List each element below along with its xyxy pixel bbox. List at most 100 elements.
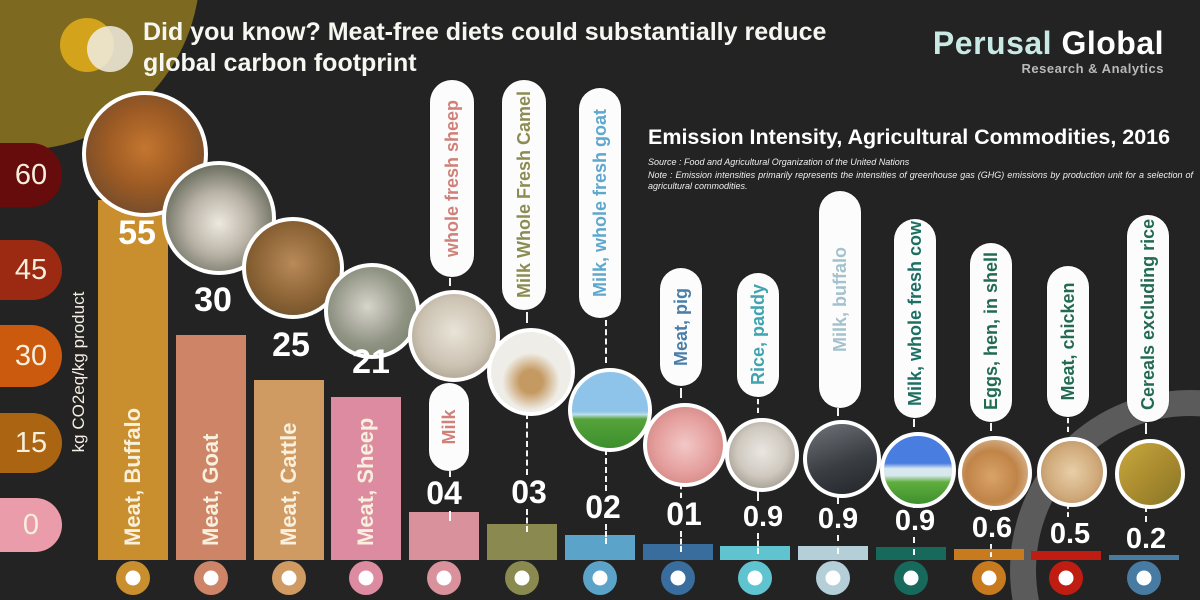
connector-dash xyxy=(913,419,915,427)
connector-dash xyxy=(605,320,607,363)
y-axis-tick-15: 15 xyxy=(0,413,62,473)
bar-value: 01 xyxy=(666,496,702,532)
axis-dot-inner xyxy=(903,570,919,586)
connector-dash xyxy=(837,495,839,504)
eggs-image xyxy=(958,436,1032,510)
connector-dash xyxy=(526,413,528,475)
connector-dash xyxy=(449,278,451,286)
bar-meat-sheep xyxy=(331,397,401,560)
pill-label-text: Milk xyxy=(439,409,459,445)
bar-value: 04 xyxy=(426,475,462,511)
bar-value: 55 xyxy=(118,214,156,252)
chicken-meat-image xyxy=(1037,437,1107,507)
label-pill xyxy=(737,273,779,397)
y-axis-tick-30: 30 xyxy=(0,325,62,387)
chart-title: Emission Intensity, Agricultural Commodi… xyxy=(648,125,1171,149)
axis-dot-inner xyxy=(747,570,763,586)
connector-dash xyxy=(605,524,607,544)
connector-dash xyxy=(449,511,451,521)
bar-value: 0.6 xyxy=(971,512,1013,544)
brand-name: Perusal Global xyxy=(933,26,1164,60)
label-pill xyxy=(430,80,474,277)
axis-dot-inner xyxy=(592,570,608,586)
label-pill xyxy=(660,268,702,386)
bar-milk-whole-fresh-goat xyxy=(565,535,635,560)
bar-category-label: Meat, Goat xyxy=(198,433,223,546)
bar-meat-buffalo xyxy=(98,200,168,560)
bar-value: 0.9 xyxy=(894,505,936,537)
axis-dot-inner xyxy=(1136,570,1152,586)
bar-meat-pig xyxy=(643,544,713,560)
label-pill xyxy=(894,219,936,418)
y-axis-tick-60: 60 xyxy=(0,143,62,207)
bar-category-label: Meat, Sheep xyxy=(353,417,378,546)
axis-dot xyxy=(816,561,850,595)
pill-label-text: Milk, buffalo xyxy=(830,247,850,352)
cow-field-image xyxy=(880,432,956,508)
axis-dot xyxy=(116,561,150,595)
camels-image xyxy=(487,328,575,416)
bar-cereals-excluding-rice xyxy=(1109,555,1179,560)
bar-milk-buffalo xyxy=(798,546,868,560)
pill-label-text: Eggs, hen, in shell xyxy=(981,251,1001,410)
pill-label-text: Rice, paddy xyxy=(748,283,768,385)
connector-dash xyxy=(526,312,528,323)
pill-label-text: Meat, chicken xyxy=(1058,282,1078,401)
pill-label-text: Cereals excluding rice xyxy=(1138,218,1158,410)
bar-milk-whole-fresh-cow xyxy=(876,547,946,560)
label-pill xyxy=(429,383,469,471)
connector-dash xyxy=(913,537,915,555)
axis-dot xyxy=(972,561,1006,595)
label-pill xyxy=(1127,215,1169,422)
bar-value: 25 xyxy=(272,326,310,364)
brand-logo: Perusal Global Research & Analytics xyxy=(933,26,1164,76)
bar-meat-goat xyxy=(176,335,246,560)
pill-label-text: Milk, whole fresh goat xyxy=(590,108,610,298)
bar-rice-paddy xyxy=(720,546,790,560)
goat-field-image xyxy=(568,368,652,452)
wheat-image xyxy=(1115,439,1185,509)
axis-dot xyxy=(1127,561,1161,595)
connector-dash xyxy=(605,449,607,491)
headline: Did you know? Meat-free diets could subs… xyxy=(143,17,863,79)
axis-dot-inner xyxy=(670,570,686,586)
connector-dash xyxy=(1067,504,1069,517)
axis-dot xyxy=(427,561,461,595)
connector-dash xyxy=(837,535,839,554)
bar-value: 0.5 xyxy=(1049,518,1091,550)
axis-dot xyxy=(194,561,228,595)
bar-milk-whole-fresh-camel xyxy=(487,524,557,560)
label-pill xyxy=(819,191,861,408)
connector-dash xyxy=(990,544,992,557)
axis-dot-inner xyxy=(436,570,452,586)
connector-dash xyxy=(757,489,759,501)
axis-dot xyxy=(894,561,928,595)
bar-value: 0.9 xyxy=(742,501,784,533)
connector-dash xyxy=(526,509,528,532)
bar-category-label: Meat, Buffalo xyxy=(120,407,145,546)
bar-category-label: Meat, Cattle xyxy=(276,422,301,546)
y-axis-label: kg CO2eq/kg product xyxy=(69,291,88,453)
chart-header: Emission Intensity, Agricultural Commodi… xyxy=(648,125,1193,192)
axis-dot-inner xyxy=(281,570,297,586)
bar-value: 02 xyxy=(585,489,621,525)
brand-name-secondary: Global xyxy=(1052,25,1164,61)
axis-dot-inner xyxy=(203,570,219,586)
label-pill xyxy=(579,88,621,318)
bar-value: 30 xyxy=(194,281,232,319)
label-pill xyxy=(502,80,546,310)
axis-dot xyxy=(349,561,383,595)
piglet-image xyxy=(643,403,727,487)
axis-dot xyxy=(583,561,617,595)
axis-dot xyxy=(505,561,539,595)
axis-dot xyxy=(272,561,306,595)
rice-paddy-image xyxy=(725,418,799,492)
connector-dash xyxy=(1145,506,1147,522)
bar-value: 03 xyxy=(511,474,547,510)
connector-dash xyxy=(990,423,992,431)
headline-line1: Did you know? Meat-free diets could subs… xyxy=(143,18,827,46)
pill-label-text: whole fresh sheep xyxy=(442,99,462,258)
chart-source-note: Source : Food and Agricultural Organizat… xyxy=(648,157,910,167)
label-pill xyxy=(970,243,1012,422)
connector-dash xyxy=(757,533,759,554)
